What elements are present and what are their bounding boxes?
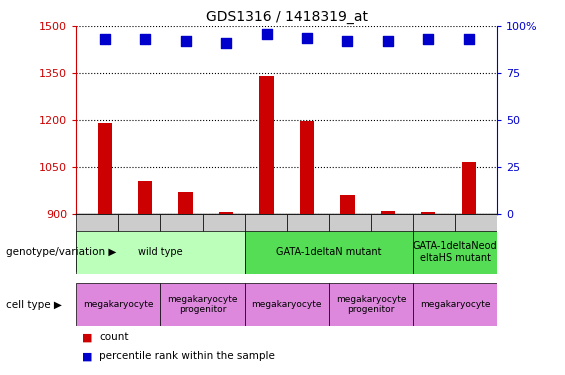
Text: count: count <box>99 333 128 342</box>
Point <box>181 38 190 44</box>
Text: megakaryocyte
progenitor: megakaryocyte progenitor <box>336 295 406 314</box>
Bar <box>219 211 233 214</box>
Bar <box>179 192 193 214</box>
Bar <box>138 181 152 214</box>
FancyBboxPatch shape <box>119 214 160 272</box>
FancyBboxPatch shape <box>245 214 287 272</box>
FancyBboxPatch shape <box>160 214 202 272</box>
Text: percentile rank within the sample: percentile rank within the sample <box>99 351 275 361</box>
FancyBboxPatch shape <box>76 231 245 274</box>
Bar <box>462 162 476 214</box>
FancyBboxPatch shape <box>413 231 497 274</box>
FancyBboxPatch shape <box>287 214 329 272</box>
Title: GDS1316 / 1418319_at: GDS1316 / 1418319_at <box>206 10 368 24</box>
FancyBboxPatch shape <box>413 214 455 272</box>
Text: megakaryocyte: megakaryocyte <box>83 300 154 309</box>
Text: megakaryocyte
progenitor: megakaryocyte progenitor <box>167 295 238 314</box>
Text: GATA-1deltaN mutant: GATA-1deltaN mutant <box>276 247 381 257</box>
Bar <box>300 121 314 214</box>
FancyBboxPatch shape <box>329 283 413 326</box>
FancyBboxPatch shape <box>329 214 371 272</box>
Text: ■: ■ <box>82 351 93 361</box>
Text: ■: ■ <box>82 333 93 342</box>
FancyBboxPatch shape <box>455 214 497 272</box>
Text: megakaryocyte: megakaryocyte <box>251 300 322 309</box>
Text: GATA-1deltaNeod
eltaHS mutant: GATA-1deltaNeod eltaHS mutant <box>413 242 497 263</box>
Text: cell type ▶: cell type ▶ <box>6 300 62 310</box>
Point <box>384 38 393 44</box>
Point <box>424 36 433 42</box>
Text: genotype/variation ▶: genotype/variation ▶ <box>6 247 116 257</box>
Bar <box>381 211 395 214</box>
FancyBboxPatch shape <box>245 283 329 326</box>
Point <box>100 36 109 42</box>
FancyBboxPatch shape <box>413 283 497 326</box>
Point <box>221 40 231 46</box>
Point <box>464 36 473 42</box>
FancyBboxPatch shape <box>160 283 245 326</box>
Point <box>262 31 271 37</box>
FancyBboxPatch shape <box>202 214 245 272</box>
FancyBboxPatch shape <box>371 214 413 272</box>
Bar <box>421 211 436 214</box>
Text: wild type: wild type <box>138 247 182 257</box>
Point <box>141 36 150 42</box>
Point <box>343 38 352 44</box>
FancyBboxPatch shape <box>76 214 119 272</box>
FancyBboxPatch shape <box>245 231 413 274</box>
Bar <box>98 123 112 214</box>
Point <box>302 34 311 40</box>
Text: megakaryocyte: megakaryocyte <box>420 300 490 309</box>
Bar <box>340 195 354 214</box>
FancyBboxPatch shape <box>76 283 160 326</box>
Bar <box>259 76 273 214</box>
